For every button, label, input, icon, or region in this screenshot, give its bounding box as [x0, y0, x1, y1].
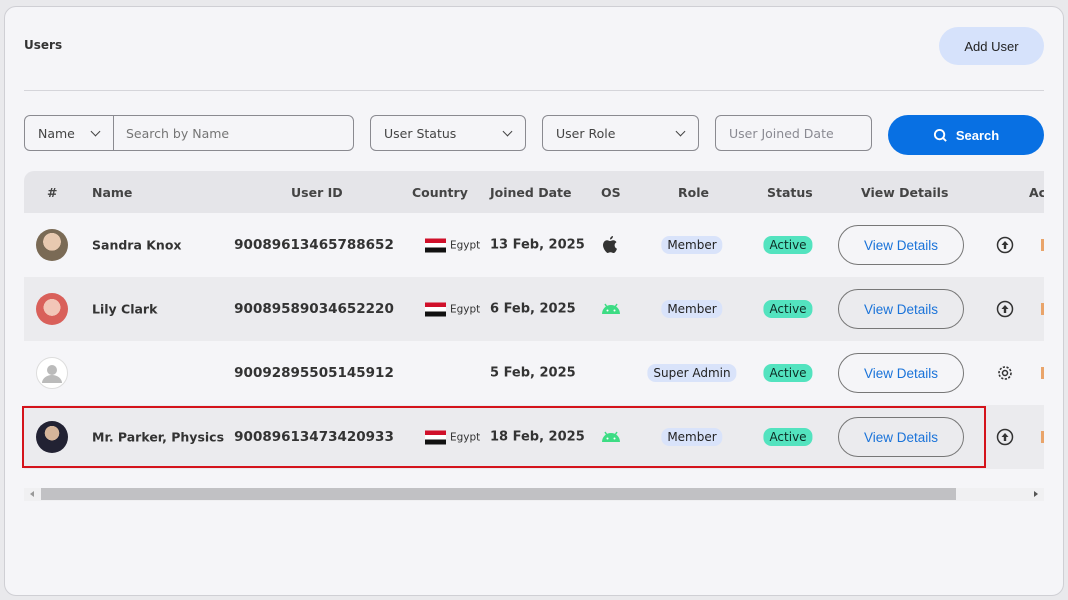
user-role-label: User Role [556, 125, 616, 141]
table-row: 90092895505145912 5 Feb, 2025 Super Admin A… [24, 341, 1044, 405]
upload-icon[interactable] [996, 236, 1014, 254]
col-joined: Joined Date [490, 185, 572, 200]
user-status-select[interactable]: User Status [370, 115, 526, 151]
android-icon [601, 303, 621, 315]
user-id: 90089613465788652 [234, 237, 394, 253]
divider [24, 90, 1044, 91]
col-view-details: View Details [861, 185, 949, 200]
table-row: Sandra Knox 90089613465788652 Egypt 13 Feb,… [24, 213, 1044, 277]
avatar [36, 293, 68, 325]
view-details-button[interactable]: View Details [838, 417, 964, 457]
joined-date: 18 Feb, 2025 [490, 429, 585, 445]
name-select-label: Name [38, 125, 75, 141]
scroll-right-arrow[interactable] [1034, 491, 1038, 497]
col-user-id: User ID [291, 185, 343, 200]
joined-date: 6 Feb, 2025 [490, 301, 576, 317]
delete-icon[interactable] [1041, 239, 1044, 251]
user-name: Mr. Parker, Physics [92, 429, 225, 445]
table-header: # Name User ID Country Joined Date OS Ro… [24, 171, 1044, 213]
egypt-flag-icon [425, 238, 446, 252]
chevron-down-icon [675, 126, 686, 136]
avatar [36, 421, 68, 453]
user-status-label: User Status [384, 125, 457, 141]
avatar [36, 229, 68, 261]
table-row: Lily Clark 90089589034652220 Egypt 6 Feb, 2… [24, 277, 1044, 341]
upload-icon[interactable] [996, 428, 1014, 446]
egypt-flag-icon [425, 302, 446, 316]
search-button[interactable]: Search [888, 115, 1044, 155]
view-details-button[interactable]: View Details [838, 353, 964, 393]
user-id: 90089589034652220 [234, 301, 394, 317]
status-badge: Active [763, 236, 813, 254]
delete-icon[interactable] [1041, 303, 1044, 315]
status-badge: Active [763, 364, 813, 382]
country: Egypt [425, 238, 480, 253]
user-id: 90092895505145912 [234, 365, 394, 381]
country: Egypt [425, 430, 480, 445]
col-status: Status [767, 185, 813, 200]
status-badge: Active [763, 300, 813, 318]
name-field-select[interactable]: Name [25, 116, 114, 150]
users-table: # Name User ID Country Joined Date OS Ro… [24, 171, 1044, 501]
user-role-select[interactable]: User Role [542, 115, 699, 151]
view-details-button[interactable]: View Details [838, 289, 964, 329]
role-badge: Member [661, 300, 723, 318]
joined-date: 5 Feb, 2025 [490, 365, 576, 381]
page-title: Users [24, 38, 63, 52]
joined-date-input[interactable]: User Joined Date [715, 115, 872, 151]
user-id: 90089613473420933 [234, 429, 394, 445]
name-search-group: Name [24, 115, 354, 151]
joined-date-placeholder: User Joined Date [729, 125, 834, 141]
scroll-left-arrow[interactable] [30, 491, 34, 497]
role-badge: Member [661, 428, 723, 446]
chevron-down-icon [90, 126, 101, 136]
country-name: Egypt [450, 239, 481, 251]
delete-icon[interactable] [1041, 431, 1044, 443]
view-details-button[interactable]: View Details [838, 225, 964, 265]
user-name: Lily Clark [92, 301, 158, 317]
role-badge: Super Admin [647, 364, 737, 382]
android-icon [601, 431, 621, 443]
role-badge: Member [661, 236, 723, 254]
status-badge: Active [763, 428, 813, 446]
joined-date: 13 Feb, 2025 [490, 237, 585, 253]
gear-icon[interactable] [996, 364, 1014, 382]
col-index: # [47, 185, 58, 200]
col-os: OS [601, 185, 621, 200]
col-name: Name [92, 185, 133, 200]
scrollbar-thumb[interactable] [41, 488, 956, 500]
country: Egypt [425, 302, 480, 317]
avatar [36, 357, 68, 389]
apple-icon [601, 235, 619, 255]
chevron-down-icon [502, 126, 513, 136]
col-country: Country [412, 185, 468, 200]
col-actions: Ac [1029, 185, 1044, 200]
table-row: Mr. Parker, Physics 90089613473420933 Egyp… [24, 405, 1044, 469]
col-role: Role [678, 185, 709, 200]
add-user-button[interactable]: Add User [939, 27, 1044, 65]
country-name: Egypt [450, 303, 481, 315]
user-name: Sandra Knox [92, 237, 182, 253]
search-icon [933, 128, 947, 142]
delete-icon[interactable] [1041, 367, 1044, 379]
search-label: Search [955, 127, 1000, 143]
country-name: Egypt [450, 431, 481, 443]
search-input[interactable] [114, 125, 344, 141]
upload-icon[interactable] [996, 300, 1014, 318]
egypt-flag-icon [425, 430, 446, 444]
selected-row-highlight [22, 406, 986, 468]
